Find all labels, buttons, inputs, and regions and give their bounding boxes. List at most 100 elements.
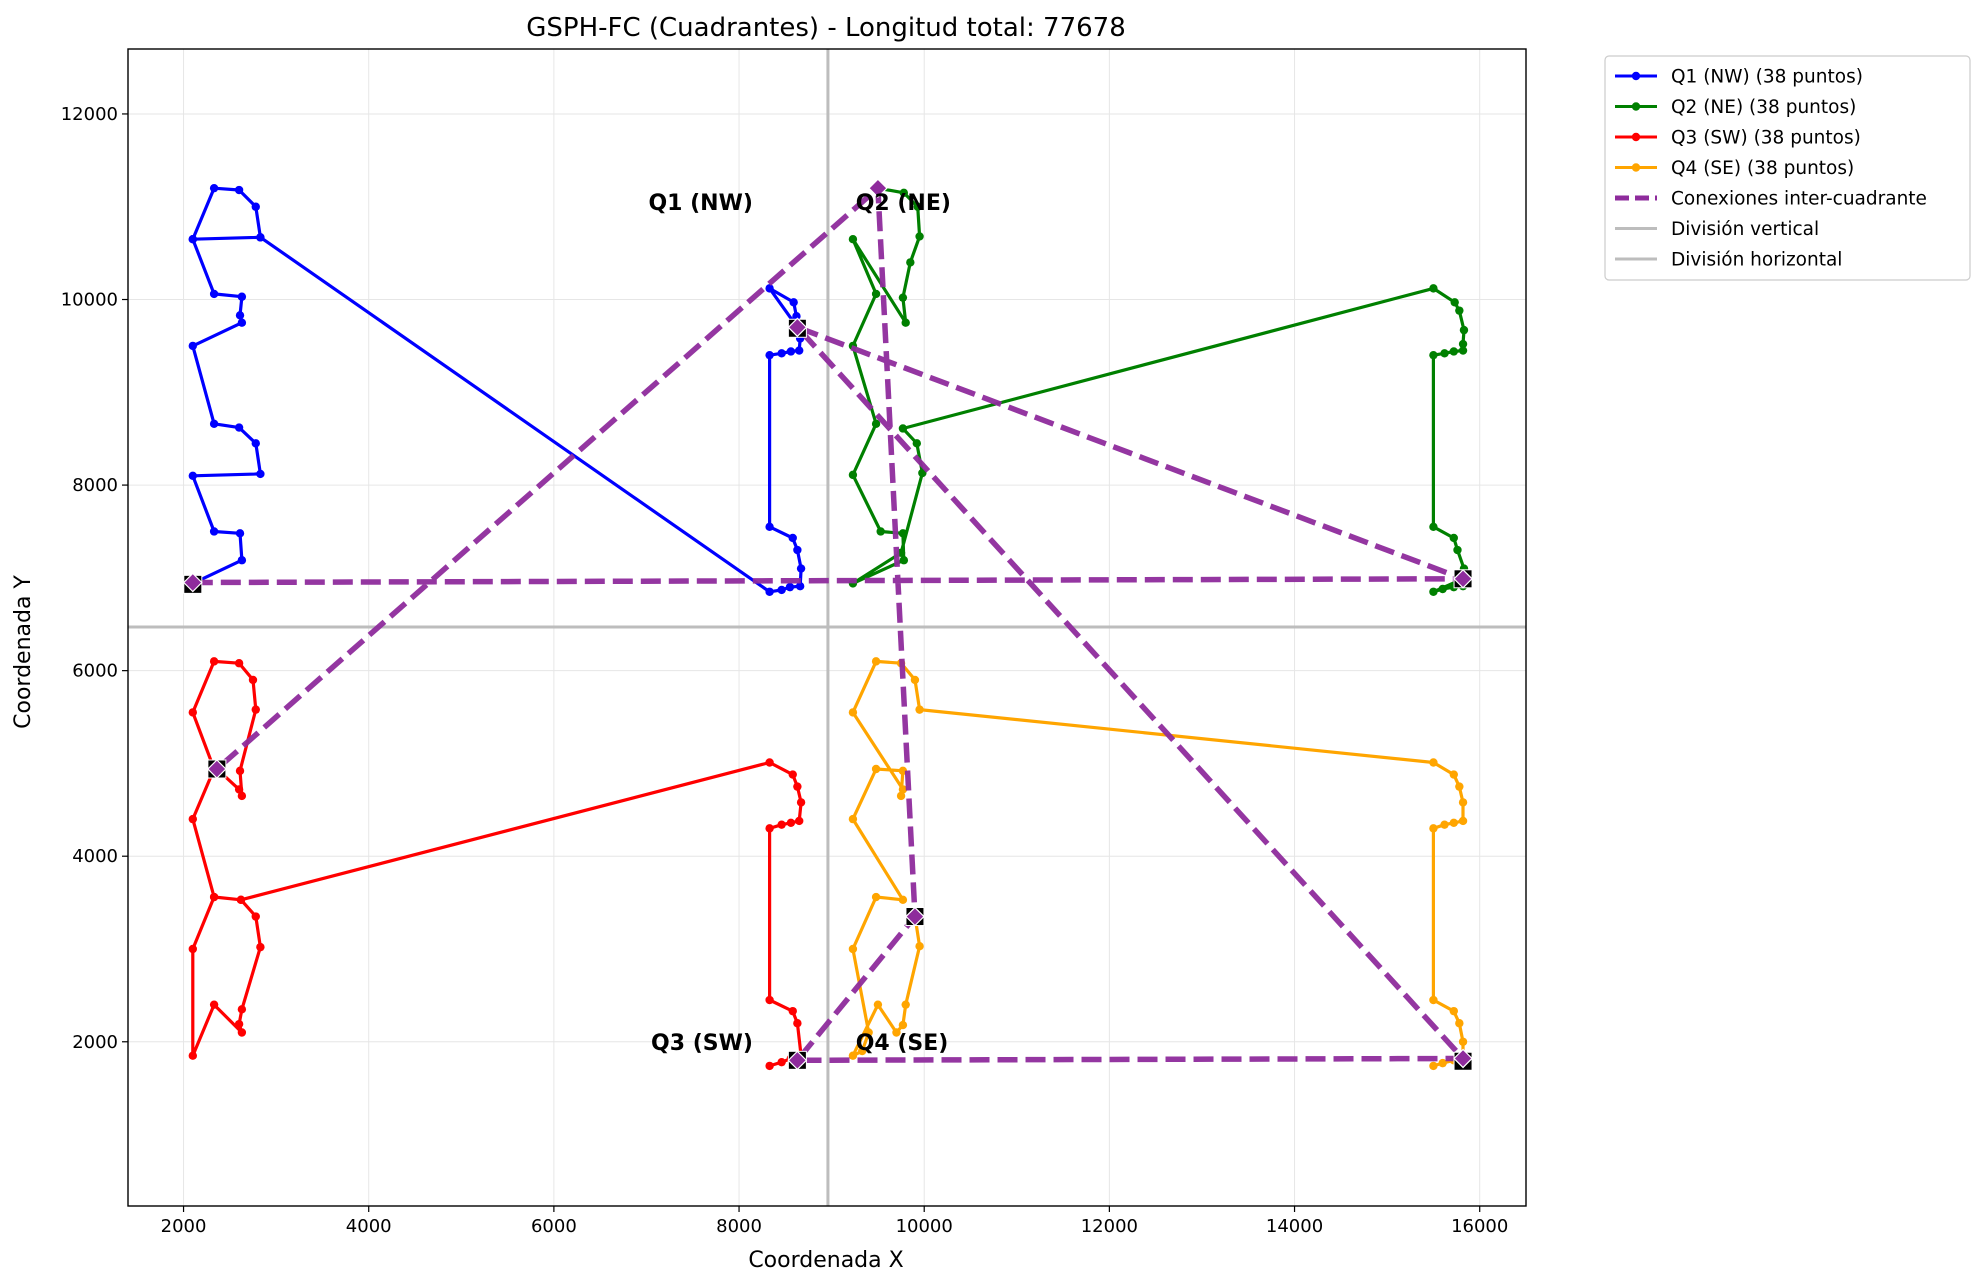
data-point	[188, 341, 198, 351]
data-point	[1429, 995, 1438, 1005]
data-point	[899, 556, 909, 565]
data-point	[915, 705, 924, 714]
legend-entry: Q3 (SW) (38 puntos)	[1615, 128, 1861, 149]
data-point	[256, 942, 265, 952]
data-point	[796, 564, 806, 573]
marker-diamond	[182, 572, 203, 593]
legend-label: Q2 (NE) (38 puntos)	[1671, 97, 1856, 118]
data-point	[1449, 1006, 1458, 1016]
data-point	[1429, 824, 1438, 833]
data-point	[237, 1028, 247, 1037]
data-point	[788, 770, 797, 779]
data-point	[188, 708, 198, 717]
data-point	[237, 292, 247, 301]
y-tick-label: 10000	[61, 290, 118, 311]
data-point	[256, 233, 265, 242]
legend-label: Conexiones inter-cuadrante	[1671, 189, 1927, 210]
data-point	[871, 657, 881, 666]
marker-diamond	[207, 759, 227, 779]
marker-diamond	[787, 1050, 808, 1071]
y-tick-label: 4000	[72, 846, 118, 867]
data-point	[913, 202, 922, 211]
x-tick-label: 4000	[346, 1216, 392, 1237]
data-point	[792, 312, 801, 321]
data-point	[251, 705, 260, 714]
data-point	[209, 892, 219, 902]
y-tick-label: 2000	[72, 1032, 118, 1053]
axis-ticks: 2000 4000 6000 8000 10000 12000 14000 16000 2000…	[61, 104, 1509, 1237]
marker-diamond	[868, 178, 888, 199]
data-point	[209, 289, 219, 299]
data-point	[765, 350, 774, 360]
data-point	[1429, 522, 1438, 532]
data-point	[777, 820, 786, 829]
legend-label: Q4 (SE) (38 puntos)	[1671, 158, 1854, 179]
data-point	[765, 522, 774, 532]
data-point	[793, 545, 802, 555]
data-point	[848, 814, 858, 824]
series-line	[851, 186, 1466, 594]
marker-layer	[182, 178, 1473, 1071]
data-point	[1429, 758, 1438, 767]
data-point	[256, 469, 265, 479]
data-point	[793, 782, 802, 791]
marker-diamond	[1453, 568, 1473, 589]
x-axis-title: Coordenada X	[748, 1248, 903, 1273]
data-point	[1458, 798, 1468, 807]
data-point	[1429, 1061, 1438, 1071]
data-point	[251, 439, 260, 448]
data-point	[1455, 1019, 1464, 1028]
data-point	[898, 895, 908, 905]
data-point	[906, 258, 915, 267]
legend-label: Q3 (SW) (38 puntos)	[1671, 128, 1861, 149]
data-point	[237, 556, 247, 565]
data-point	[915, 942, 924, 951]
x-tick-label: 12000	[1081, 1216, 1138, 1237]
data-point	[209, 183, 219, 193]
legend-entry: Q1 (NW) (38 puntos)	[1615, 67, 1863, 88]
data-point	[789, 298, 798, 307]
legend-swatch-marker	[1631, 132, 1641, 142]
data-point	[1455, 306, 1464, 315]
x-tick-label: 2000	[161, 1216, 207, 1237]
y-axis-title: Coordenada Y	[11, 575, 36, 729]
series-layer	[188, 182, 1470, 1071]
data-point	[876, 527, 885, 536]
data-point	[234, 423, 244, 432]
series-group	[188, 657, 806, 1071]
data-point	[892, 1028, 901, 1037]
y-tick-label: 8000	[72, 475, 118, 496]
data-point	[765, 995, 774, 1005]
data-point	[248, 675, 258, 685]
data-point	[235, 311, 245, 320]
data-point	[1429, 350, 1438, 360]
data-point	[898, 785, 908, 794]
y-tick-label: 6000	[72, 661, 118, 682]
data-point	[910, 675, 920, 685]
data-point	[777, 349, 786, 358]
x-tick-label: 8000	[716, 1216, 762, 1237]
data-point	[209, 1000, 219, 1009]
x-tick-label: 16000	[1451, 1216, 1508, 1237]
data-point	[786, 347, 796, 356]
legend-label: Q1 (NW) (38 puntos)	[1671, 67, 1863, 88]
legend: Q1 (NW) (38 puntos) Q2 (NE) (38 puntos) Q3…	[1604, 55, 1971, 281]
data-point	[765, 587, 774, 596]
data-point	[795, 816, 804, 826]
data-point	[251, 912, 260, 921]
data-point	[912, 439, 922, 448]
data-point	[1449, 770, 1458, 779]
data-point	[188, 814, 198, 824]
data-point	[1429, 284, 1438, 293]
data-point	[765, 824, 774, 833]
x-tick-label: 6000	[531, 1216, 577, 1237]
connection-line	[192, 182, 1470, 1064]
data-point	[915, 232, 924, 241]
data-point	[234, 785, 244, 794]
series-line	[191, 659, 803, 1068]
legend-swatch-marker	[1631, 71, 1641, 81]
data-point	[209, 527, 219, 536]
quadrant-dividers	[128, 49, 1526, 1206]
y-tick-label: 12000	[61, 104, 118, 125]
